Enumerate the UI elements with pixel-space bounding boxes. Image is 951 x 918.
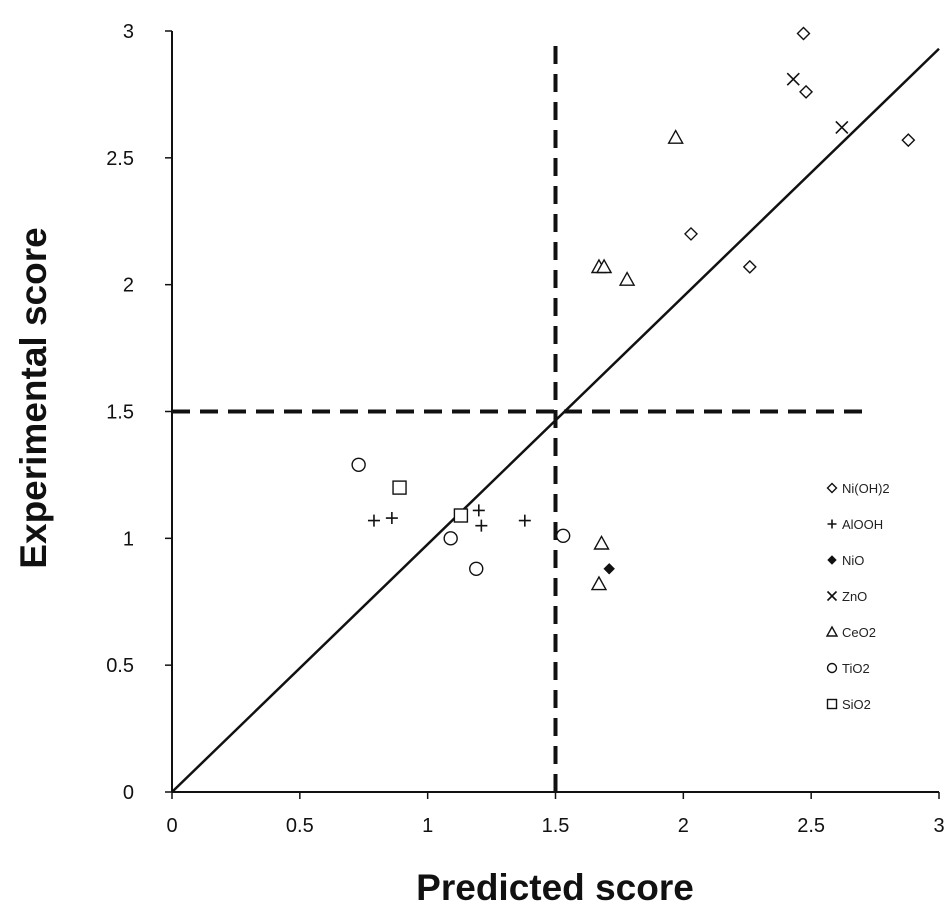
point-alooh (367, 514, 380, 527)
point-sio2 (392, 480, 407, 495)
y-tick-label: 0.5 (106, 655, 134, 677)
point-ceo2 (595, 258, 613, 274)
x-tick-label: 1.5 (542, 815, 570, 837)
point-tio2 (555, 528, 571, 543)
point-ni-oh-2 (684, 226, 698, 241)
x-axis-title: Predicted score (416, 867, 694, 908)
legend-label-sio2: SiO2 (842, 697, 871, 712)
point-sio2 (453, 508, 469, 523)
y-tick-label: 3 (123, 21, 134, 43)
point-zno (786, 72, 800, 86)
point-ceo2 (590, 575, 608, 591)
legend-label-tio2: TiO2 (842, 661, 870, 676)
x-tick-label: 3 (933, 815, 944, 837)
point-nio (603, 563, 615, 575)
legend-marker-tio2 (826, 662, 838, 674)
legend-marker-ni-oh-2 (826, 482, 838, 494)
y-tick-label: 1.5 (106, 402, 134, 424)
point-ni-oh-2 (796, 26, 811, 41)
point-ceo2 (593, 534, 610, 550)
legend-label-ceo2: CeO2 (842, 625, 876, 640)
y-tick-label: 2 (123, 275, 134, 297)
point-ni-oh-2 (901, 133, 916, 148)
point-ni-oh-2 (742, 259, 757, 274)
legend-marker-ceo2 (825, 625, 839, 637)
point-tio2 (351, 457, 366, 472)
point-zno (835, 120, 849, 134)
point-ceo2 (667, 129, 684, 144)
y-tick-label: 2.5 (106, 148, 134, 170)
point-ceo2 (618, 271, 636, 286)
x-tick-label: 1 (422, 815, 433, 837)
legend: Ni(OH)2 AlOOH NiO ZnO CeO2 TiO2 SiO2 (825, 481, 890, 712)
x-tick-label: 0.5 (286, 815, 314, 837)
point-tio2 (469, 561, 484, 576)
y-tick-label: 0 (123, 782, 134, 804)
data-points (351, 26, 916, 591)
legend-marker-alooh (827, 519, 837, 529)
reference-lines (171, 38, 940, 793)
legend-label-ni-oh-2: Ni(OH)2 (842, 481, 890, 496)
point-tio2 (443, 531, 458, 546)
x-tick-label: 2 (678, 815, 689, 837)
legend-marker-zno (826, 590, 838, 602)
point-alooh (385, 512, 398, 525)
point-alooh (472, 504, 485, 517)
legend-marker-nio (827, 555, 837, 565)
y-axis-title: Experimental score (13, 227, 54, 568)
point-ni-oh-2 (799, 84, 814, 99)
point-alooh (518, 514, 531, 527)
legend-label-zno: ZnO (842, 589, 867, 604)
legend-marker-sio2 (826, 698, 838, 710)
point-alooh (475, 519, 488, 532)
y-tick-label: 1 (123, 528, 134, 550)
legend-label-alooh: AlOOH (842, 517, 883, 532)
x-tick-label: 0 (166, 815, 177, 837)
x-tick-label: 2.5 (797, 815, 825, 837)
axes: 0 0.5 1 1.5 2 2.5 3 0 0.5 1 1.5 2 2.5 3 (106, 21, 944, 837)
legend-label-nio: NiO (842, 553, 864, 568)
